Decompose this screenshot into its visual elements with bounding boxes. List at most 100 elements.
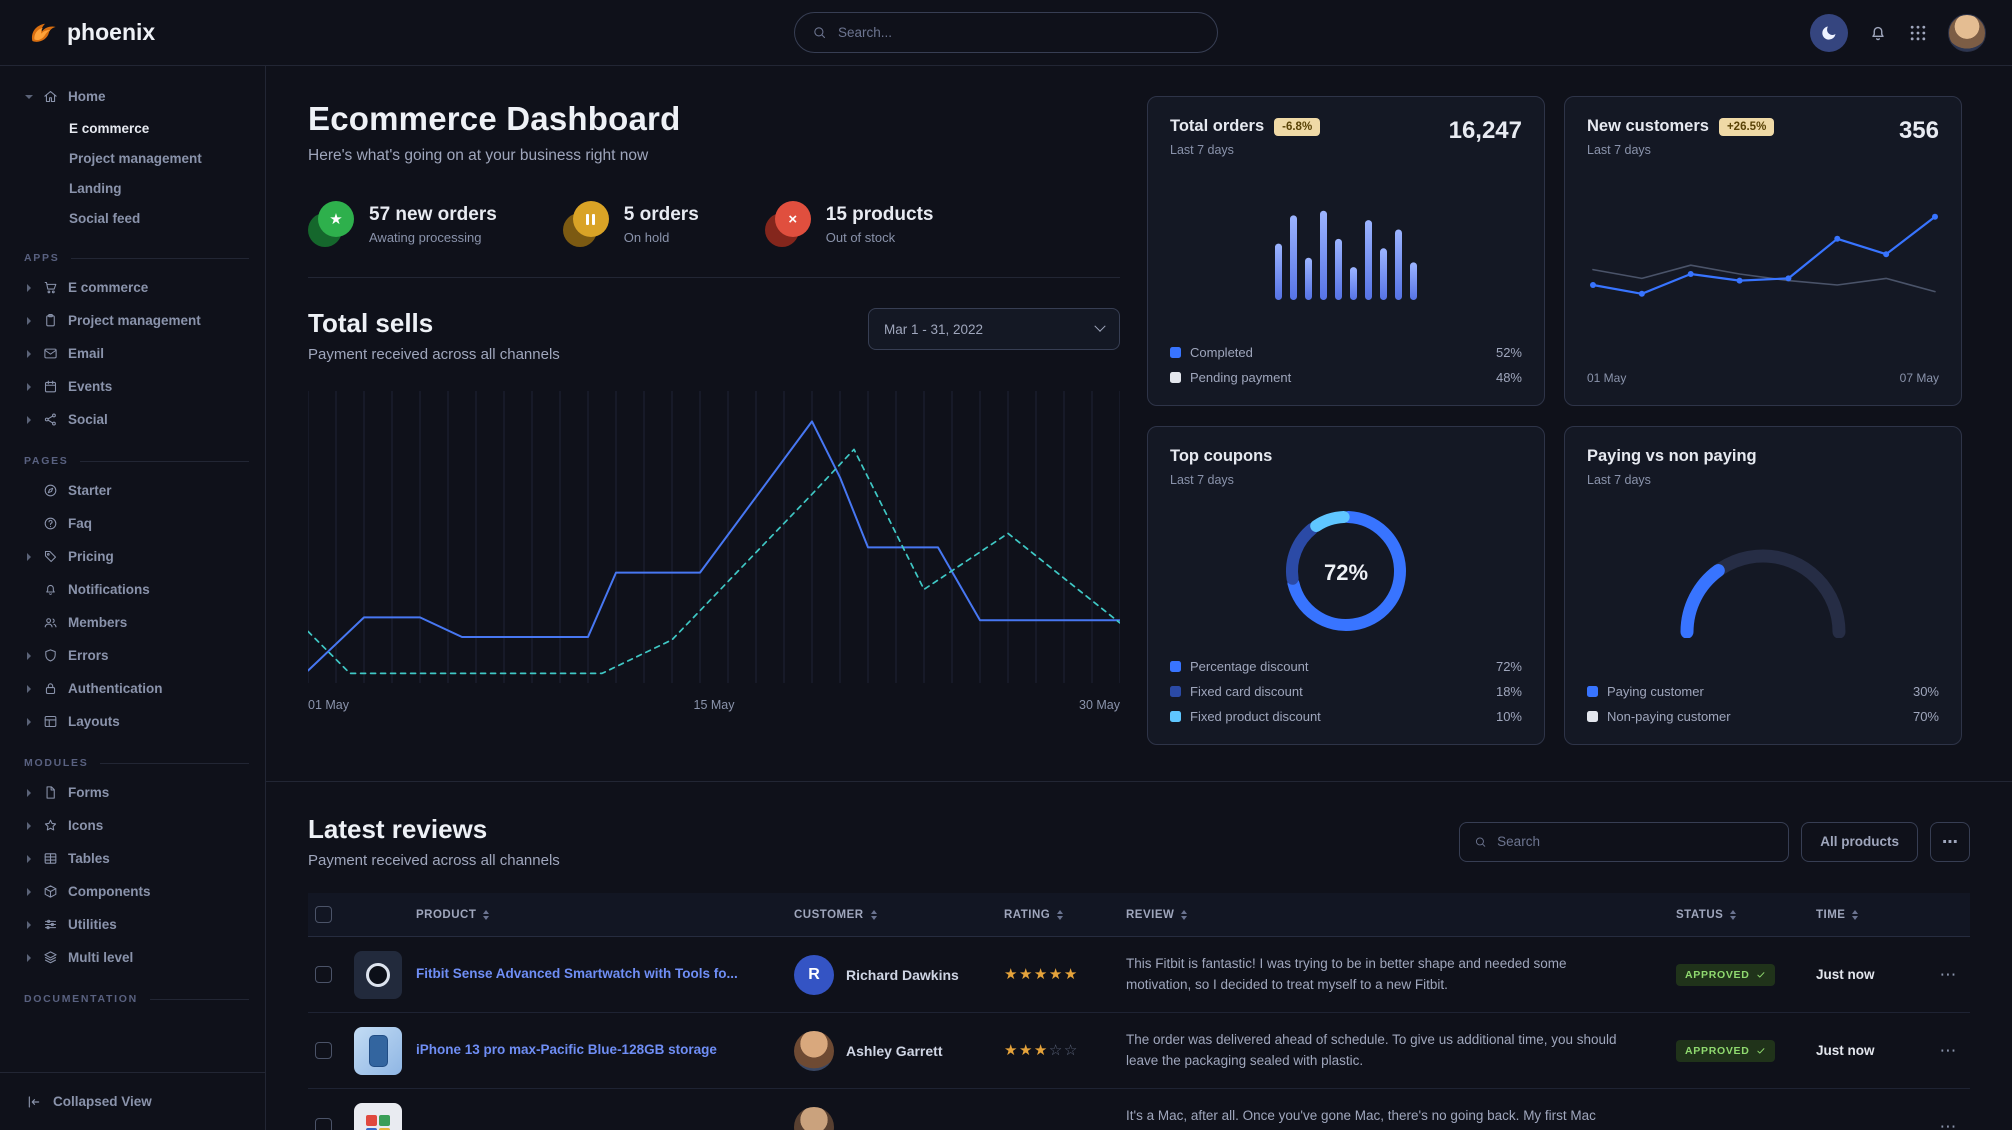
total-sells-title: Total sells: [308, 308, 434, 338]
select-all-checkbox[interactable]: [315, 906, 332, 923]
cart-icon: [43, 280, 58, 295]
sidebar-item-icons[interactable]: Icons: [24, 809, 249, 842]
collapsed-view-toggle[interactable]: Collapsed View: [0, 1072, 265, 1130]
sidebar-item-faq[interactable]: Faq: [24, 507, 249, 540]
row-checkbox[interactable]: [315, 1042, 332, 1059]
product-link[interactable]: Fitbit Sense Advanced Smartwatch with To…: [416, 966, 738, 982]
lock-icon: [43, 681, 58, 696]
divider: [308, 277, 1120, 278]
reviews-search-input[interactable]: [1497, 834, 1775, 849]
row-checkbox[interactable]: [315, 966, 332, 983]
sidebar-section-apps: APPS: [24, 252, 249, 264]
sidebar-item-errors[interactable]: Errors: [24, 639, 249, 672]
home-icon: [43, 89, 58, 104]
global-search[interactable]: [794, 12, 1218, 53]
sidebar-item-home-project-management[interactable]: Project management: [69, 150, 202, 166]
sidebar-item-tables[interactable]: Tables: [24, 842, 249, 875]
trend-badge: -6.8%: [1274, 117, 1321, 136]
user-avatar[interactable]: [1948, 13, 1986, 52]
date-range-select[interactable]: Mar 1 - 31, 2022: [868, 308, 1120, 350]
sidebar-item-email[interactable]: Email: [24, 337, 249, 370]
row-menu-button[interactable]: ⋯: [1939, 1116, 1957, 1130]
sidebar-item-utilities[interactable]: Utilities: [24, 908, 249, 941]
column-header-customer[interactable]: CUSTOMER: [794, 909, 1004, 921]
notifications-button[interactable]: [1868, 23, 1888, 43]
apps-menu-button[interactable]: [1908, 23, 1928, 43]
sidebar-item-multi-level[interactable]: Multi level: [24, 941, 249, 974]
chevron-right-icon: [24, 283, 33, 292]
calendar-icon: [43, 379, 58, 394]
grid-icon: [1908, 23, 1928, 43]
sidebar-section-documentation: DOCUMENTATION: [24, 993, 249, 1005]
row-checkbox[interactable]: [315, 1118, 332, 1130]
bell-icon: [43, 582, 58, 597]
clipboard-icon: [43, 313, 58, 328]
all-products-button[interactable]: All products: [1801, 821, 1918, 862]
column-header-rating[interactable]: RATING: [1004, 909, 1126, 921]
search-input[interactable]: [838, 25, 1200, 40]
sidebar-item-notifications[interactable]: Notifications: [24, 573, 249, 606]
trend-badge: +26.5%: [1718, 117, 1775, 136]
chevron-right-icon: [24, 821, 33, 830]
review-time: Just now: [1816, 967, 1875, 982]
customer-name: Richard Dawkins: [846, 966, 959, 983]
sidebar-item-home[interactable]: Home: [24, 80, 249, 113]
chevron-right-icon: [24, 552, 33, 561]
tag-icon: [43, 549, 58, 564]
sidebar-item-home-landing[interactable]: Landing: [69, 180, 122, 196]
sidebar: Home E commerce Project management Landi…: [0, 66, 266, 1130]
brand[interactable]: phoenix: [26, 17, 155, 49]
chevron-right-icon: [24, 887, 33, 896]
column-header-review[interactable]: REVIEW: [1126, 909, 1676, 921]
box-icon: [43, 884, 58, 899]
sidebar-item-components[interactable]: Components: [24, 875, 249, 908]
x-axis-label: 30 May: [1079, 698, 1120, 712]
stat-orders-on-hold: 5 orders On hold: [562, 201, 699, 247]
sidebar-item-forms[interactable]: Forms: [24, 776, 249, 809]
star-icon: [43, 818, 58, 833]
row-menu-button[interactable]: ⋯: [1939, 1040, 1957, 1060]
customer-avatar: [794, 1106, 834, 1130]
chevron-down-icon: [1094, 320, 1106, 332]
sort-icon: [870, 909, 877, 920]
chevron-right-icon: [24, 651, 33, 660]
theme-toggle-button[interactable]: [1810, 13, 1848, 52]
sidebar-item-layouts[interactable]: Layouts: [24, 705, 249, 738]
collapse-icon: [26, 1094, 42, 1110]
sidebar-item-home-social-feed[interactable]: Social feed: [69, 210, 141, 226]
users-icon: [43, 615, 58, 630]
sidebar-item-members[interactable]: Members: [24, 606, 249, 639]
sidebar-item-project-management[interactable]: Project management: [24, 304, 249, 337]
column-header-time[interactable]: TIME: [1816, 909, 1926, 921]
search-icon: [1474, 835, 1487, 849]
chevron-right-icon: [24, 684, 33, 693]
sidebar-item-authentication[interactable]: Authentication: [24, 672, 249, 705]
chevron-right-icon: [24, 854, 33, 863]
product-thumbnail: [354, 1026, 402, 1075]
topbar: phoenix: [0, 0, 2012, 66]
reviews-menu-button[interactable]: ⋯: [1930, 821, 1970, 862]
x-axis-label: 15 May: [693, 698, 735, 712]
sidebar-item-events[interactable]: Events: [24, 370, 249, 403]
layers-icon: [43, 950, 58, 965]
sidebar-item-starter[interactable]: Starter: [24, 474, 249, 507]
x-axis-label: 07 May: [1899, 371, 1939, 385]
row-menu-button[interactable]: ⋯: [1939, 964, 1957, 984]
reviews-search[interactable]: [1459, 821, 1790, 862]
sidebar-item-social[interactable]: Social: [24, 403, 249, 436]
column-header-status[interactable]: STATUS: [1676, 909, 1816, 921]
sidebar-item-home-ecommerce[interactable]: E commerce: [69, 120, 150, 136]
product-thumbnail: [354, 950, 402, 999]
x-axis-label: 01 May: [1587, 371, 1627, 385]
product-thumbnail: [354, 1102, 402, 1130]
column-header-product[interactable]: PRODUCT: [354, 909, 794, 921]
legend-item: Fixed product discount 10%: [1170, 709, 1522, 724]
sidebar-item-pricing[interactable]: Pricing: [24, 540, 249, 573]
x-badge-icon: ×: [764, 201, 811, 247]
legend-item: Fixed card discount 18%: [1170, 684, 1522, 699]
search-icon: [812, 25, 827, 40]
product-link[interactable]: iPhone 13 pro max-Pacific Blue-128GB sto…: [416, 1042, 717, 1058]
total-sells-chart: 01 May 15 May 30 May: [307, 391, 1121, 712]
check-icon: [1756, 970, 1766, 980]
sidebar-item-ecommerce[interactable]: E commerce: [24, 271, 249, 304]
